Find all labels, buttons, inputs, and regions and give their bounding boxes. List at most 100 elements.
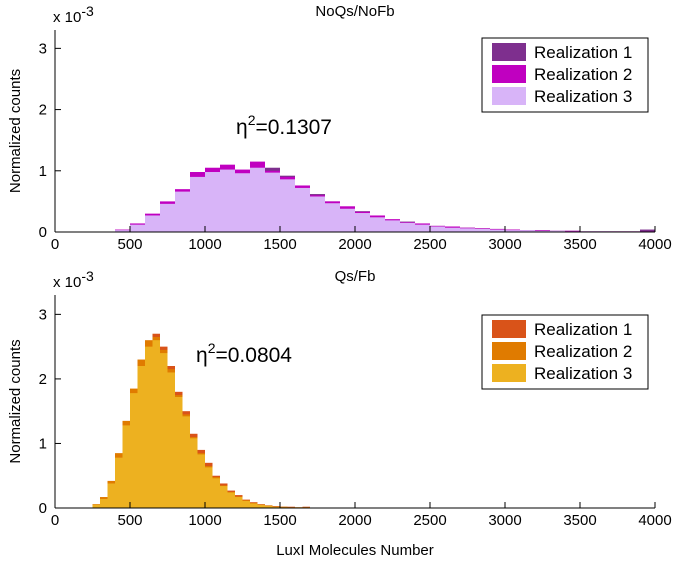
y-exponent-label: x 10-3	[53, 3, 94, 26]
x-tick-label: 4000	[638, 512, 671, 529]
bar	[265, 506, 273, 508]
bar	[220, 169, 235, 232]
bar	[205, 467, 213, 508]
bar	[490, 229, 505, 232]
legend-swatch	[492, 342, 526, 360]
x-tick-label: 2500	[413, 236, 446, 253]
bar	[205, 172, 220, 232]
x-tick-label: 0	[51, 236, 59, 253]
y-tick-label: 1	[39, 435, 47, 452]
bar	[370, 217, 385, 232]
x-tick-label: 2000	[338, 236, 371, 253]
y-tick-label: 3	[39, 40, 47, 57]
y-exponent-label: x 10-3	[53, 268, 94, 291]
bar	[640, 229, 655, 232]
legend-entry: Realization 3	[534, 87, 632, 106]
bar	[535, 230, 550, 232]
bar	[445, 227, 460, 232]
bar	[145, 215, 160, 232]
x-tick-label: 1000	[188, 236, 221, 253]
bar	[505, 230, 520, 232]
bar	[250, 503, 258, 508]
bar	[130, 224, 145, 232]
y-tick-label: 2	[39, 102, 47, 119]
bar	[92, 504, 100, 508]
bar	[137, 366, 145, 508]
bar	[175, 396, 183, 508]
x-tick-label: 3500	[563, 512, 596, 529]
x-tick-label: 500	[117, 512, 142, 529]
chart-title: NoQs/NoFb	[315, 3, 394, 20]
x-tick-label: 1000	[188, 512, 221, 529]
bar	[100, 498, 108, 508]
bar	[197, 454, 205, 508]
series-3	[92, 340, 310, 508]
x-tick-label: 3500	[563, 236, 596, 253]
legend-swatch	[492, 320, 526, 338]
x-tick-label: 3000	[488, 236, 521, 253]
legend-entry: Realization 3	[534, 364, 632, 383]
bar	[227, 492, 235, 508]
legend: Realization 1 Realization 2 Realization 3	[481, 314, 649, 390]
bar	[182, 416, 190, 508]
eta-squared-annotation: η2=0.0804	[196, 340, 292, 367]
bar	[460, 228, 475, 232]
bar	[115, 230, 130, 232]
bar	[310, 196, 325, 232]
bar	[145, 346, 153, 508]
bar	[355, 213, 370, 232]
bar	[280, 179, 295, 232]
bar	[122, 425, 130, 508]
x-tick-label: 4000	[638, 236, 671, 253]
bar	[115, 457, 123, 508]
bar	[167, 372, 175, 508]
y-axis-label: Normalized counts	[7, 69, 24, 193]
x-tick-label: 500	[117, 236, 142, 253]
bar	[272, 506, 280, 508]
legend-swatch	[492, 87, 526, 105]
y-tick-label: 2	[39, 371, 47, 388]
eta-squared-annotation: η2=0.1307	[236, 112, 332, 139]
x-tick-label: 1500	[263, 236, 296, 253]
y-tick-label: 0	[39, 500, 47, 517]
legend-swatch	[492, 364, 526, 382]
bar	[400, 222, 415, 232]
legend-entry: Realization 1	[534, 43, 632, 62]
series-3	[115, 167, 610, 232]
legend-entry: Realization 2	[534, 65, 632, 84]
bar	[257, 504, 265, 508]
bar	[160, 353, 168, 508]
legend-entry: Realization 2	[534, 342, 632, 361]
chart-panel-2: 0 500 1000 1500 2000 2500 3000 3500 4000 0 1 2 3 x 10…	[7, 268, 672, 559]
legend-swatch	[492, 43, 526, 61]
bar	[242, 500, 250, 508]
x-tick-label: 2500	[413, 512, 446, 529]
bar	[175, 191, 190, 232]
bar	[265, 172, 280, 232]
y-axis-label: Normalized counts	[7, 339, 24, 463]
x-tick-label: 3000	[488, 512, 521, 529]
bar	[130, 393, 138, 508]
bar	[385, 220, 400, 232]
bar	[212, 478, 220, 508]
bar	[160, 203, 175, 232]
bar	[325, 203, 340, 232]
bar	[235, 173, 250, 232]
bar	[520, 230, 535, 232]
legend: Realization 1 Realization 2 Realization 3	[481, 37, 649, 113]
bar	[250, 167, 265, 232]
chart-panel-1: 0 500 1000 1500 2000 2500 3000 3500 4000 0 1 2 3 x 10…	[7, 3, 672, 253]
bar	[340, 208, 355, 232]
x-tick-label: 2000	[338, 512, 371, 529]
bar	[190, 176, 205, 232]
bar	[430, 226, 445, 232]
bar	[475, 228, 490, 232]
legend-entry: Realization 1	[534, 320, 632, 339]
bar	[235, 497, 243, 508]
legend-swatch	[492, 65, 526, 83]
y-tick-label: 3	[39, 306, 47, 323]
x-tick-label: 0	[51, 512, 59, 529]
bar	[415, 224, 430, 232]
y-tick-label: 0	[39, 224, 47, 241]
